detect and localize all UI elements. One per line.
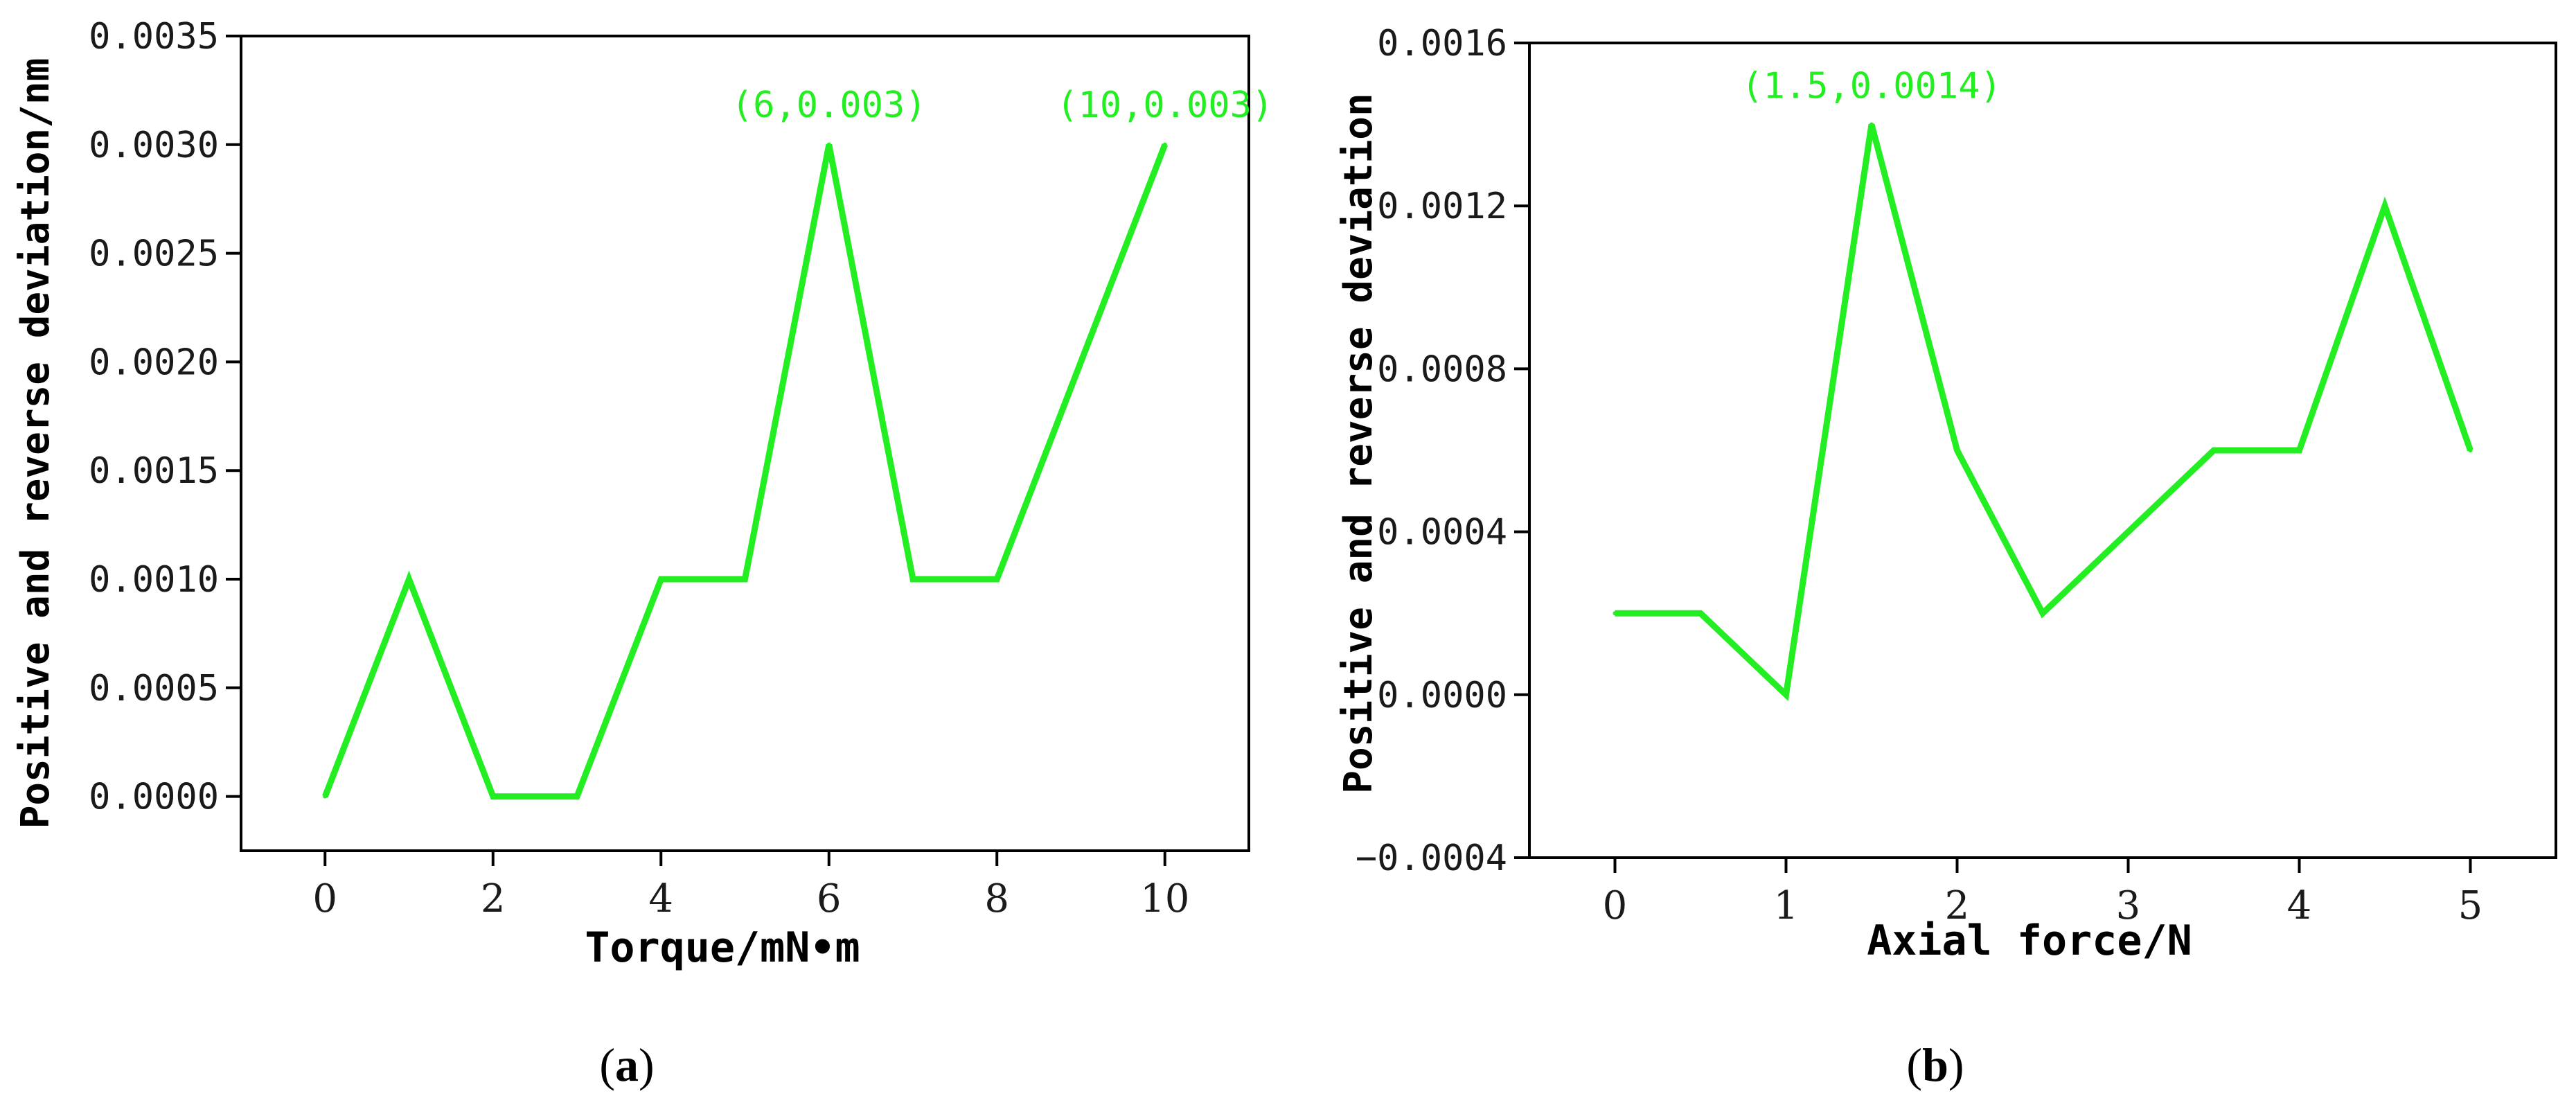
- y-tick-label: −0.0004: [1356, 838, 1507, 879]
- y-tick-label: 0.0008: [1377, 348, 1507, 390]
- data-point: [490, 794, 495, 799]
- y-tick-label: 0.0000: [89, 777, 219, 818]
- panel-a-series-line: [322, 143, 1168, 800]
- y-tick-label: 0.0005: [89, 668, 219, 709]
- panel-b-x-axis-title: Axial force/N: [1867, 917, 2192, 965]
- data-point: [995, 577, 1000, 581]
- data-point: [2383, 204, 2387, 209]
- y-tick-label: 0.0030: [89, 125, 219, 166]
- y-tick-label: 0.0010: [89, 559, 219, 601]
- y-tick-label: 0.0016: [1377, 23, 1507, 64]
- data-point: [1784, 692, 1788, 697]
- data-point: [1698, 611, 1703, 616]
- y-tick-label: 0.0000: [1377, 675, 1507, 716]
- x-tick-label: 4: [648, 876, 673, 921]
- panel-b-series-line: [1615, 123, 2473, 702]
- panel-a-label: (a): [599, 1038, 654, 1091]
- data-point: [323, 794, 328, 799]
- plot-area-frame: [240, 35, 1250, 852]
- x-tick-label: 1: [1774, 883, 1799, 928]
- data-point: [911, 577, 915, 581]
- panel-b-label: (b): [1906, 1038, 1964, 1091]
- x-tick-label: 2: [481, 876, 506, 921]
- y-tick-label: 0.0020: [89, 342, 219, 383]
- data-point: [2468, 448, 2473, 452]
- data-point: [1955, 448, 1960, 452]
- x-tick-label: 0: [1603, 883, 1628, 928]
- point-annotation: (10,0.003): [1056, 85, 1273, 126]
- x-tick-label: 10: [1140, 876, 1189, 921]
- y-tick-label: 0.0012: [1377, 186, 1507, 227]
- x-tick-label: 6: [817, 876, 842, 921]
- data-point: [1869, 122, 1874, 127]
- point-annotation: (6,0.003): [731, 85, 927, 126]
- panel-b-chart: 0 1 2 3 4 5 −0.0004 0.0000 0.0004 0.0008 0.0012 0.…: [1336, 23, 2557, 1091]
- x-tick-label: 5: [2458, 883, 2483, 928]
- y-tick-label: 0.0015: [89, 450, 219, 492]
- data-point: [2297, 448, 2302, 452]
- x-tick-label: 3: [2116, 883, 2141, 928]
- x-tick-label: 8: [984, 876, 1009, 921]
- x-tick-label: 0: [312, 876, 337, 921]
- panel-a-y-axis-title: Positive and reverse deviation/nm: [13, 58, 58, 829]
- data-point: [2212, 448, 2216, 452]
- data-point: [2041, 611, 2045, 616]
- panel-b-y-axis-title: Positive and reverse deviation: [1336, 93, 1381, 793]
- data-point: [659, 577, 664, 581]
- panel-a-chart: 0 2 4 6 8 10 0.0000 0.0005 0.0010 0.0015 0.0020 0.…: [13, 16, 1273, 1091]
- data-point: [1162, 142, 1167, 147]
- y-tick-label: 0.0004: [1377, 512, 1507, 554]
- panel-a-x-axis-title: Torque/mN•m: [585, 923, 860, 972]
- plot-area-frame: [1528, 42, 2557, 859]
- data-point: [1078, 360, 1083, 364]
- data-point: [2126, 529, 2131, 534]
- y-tick-label: 0.0025: [89, 233, 219, 275]
- point-annotation: (1.5,0.0014): [1741, 66, 2002, 107]
- data-point: [826, 142, 831, 147]
- data-point: [575, 794, 579, 799]
- x-tick-label: 4: [2287, 883, 2312, 928]
- y-tick-label: 0.0035: [89, 16, 219, 58]
- data-point: [407, 577, 411, 581]
- data-point: [1613, 611, 1617, 616]
- data-point: [743, 577, 747, 581]
- x-tick-label: 2: [1945, 883, 1970, 928]
